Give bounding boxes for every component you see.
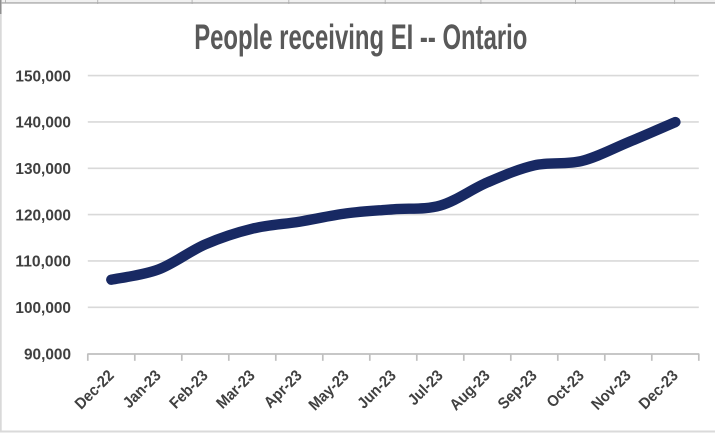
svg-text:150,000: 150,000 (15, 68, 71, 85)
svg-text:100,000: 100,000 (15, 300, 71, 317)
svg-text:120,000: 120,000 (15, 207, 71, 224)
svg-text:140,000: 140,000 (15, 115, 71, 132)
svg-text:90,000: 90,000 (24, 346, 71, 363)
svg-text:People receiving EI -- Ontario: People receiving EI -- Ontario (194, 18, 527, 57)
svg-text:110,000: 110,000 (15, 254, 71, 271)
svg-text:130,000: 130,000 (15, 161, 71, 178)
